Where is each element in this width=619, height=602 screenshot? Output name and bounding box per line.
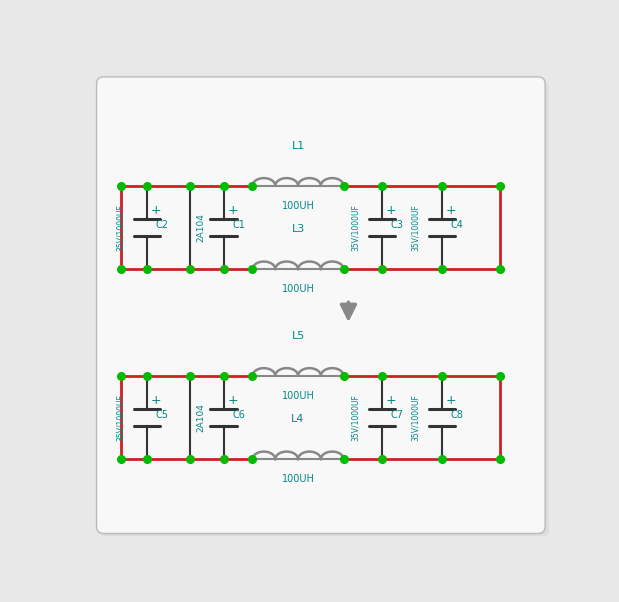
Text: +: + [386,394,396,407]
Text: L4: L4 [292,414,305,424]
Text: 35V/1000UF: 35V/1000UF [116,394,125,441]
FancyBboxPatch shape [98,79,547,535]
Text: C8: C8 [451,409,464,420]
Text: +: + [228,394,238,407]
Text: +: + [151,203,162,217]
Text: 2A104: 2A104 [196,403,205,432]
Text: 35V/1000UF: 35V/1000UF [116,204,125,251]
Text: 35V/1000UF: 35V/1000UF [351,394,360,441]
Text: L5: L5 [292,330,305,341]
Text: L1: L1 [292,141,305,150]
Text: 100UH: 100UH [282,391,314,401]
Text: C3: C3 [391,220,404,229]
Text: 35V/1000UF: 35V/1000UF [411,204,420,251]
Text: C2: C2 [155,220,168,229]
Text: 2A104: 2A104 [196,213,205,242]
FancyBboxPatch shape [100,81,549,537]
Text: +: + [446,394,456,407]
Text: +: + [151,394,162,407]
Text: C5: C5 [155,409,168,420]
Text: L3: L3 [292,224,305,234]
Text: 100UH: 100UH [282,474,314,484]
Text: 100UH: 100UH [282,284,314,294]
Text: 100UH: 100UH [282,200,314,211]
Text: C7: C7 [391,409,404,420]
Text: C6: C6 [232,409,245,420]
Text: +: + [386,203,396,217]
Text: +: + [446,203,456,217]
Text: +: + [228,203,238,217]
Text: C4: C4 [451,220,464,229]
FancyBboxPatch shape [97,77,545,533]
Text: 35V/1000UF: 35V/1000UF [351,204,360,251]
Text: C1: C1 [232,220,245,229]
Text: 35V/1000UF: 35V/1000UF [411,394,420,441]
